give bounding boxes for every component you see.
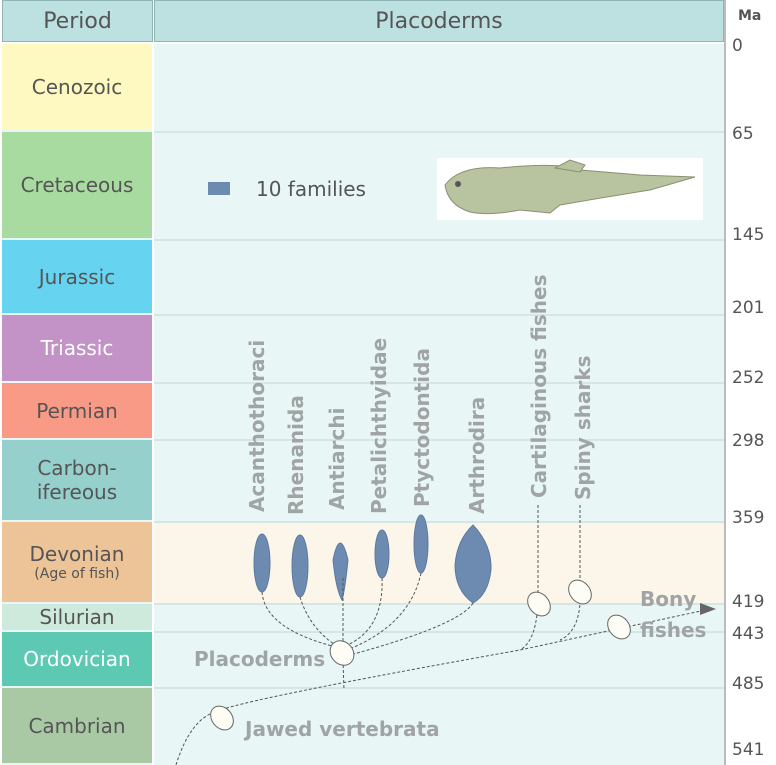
period-name: Cretaceous <box>20 173 134 197</box>
ma-label: 252 <box>732 368 765 388</box>
period-name: Ordovician <box>23 647 131 671</box>
acanthothoraci-blob <box>253 533 271 593</box>
legend-swatch <box>208 182 230 195</box>
ptyctodontida-blob <box>413 514 429 574</box>
dunkleosteus-illustration <box>437 158 703 220</box>
period-triassic: Triassic <box>2 315 152 383</box>
bony-fishes-label-1: Bony <box>640 587 696 611</box>
placoderms-header: Placoderms <box>154 0 724 42</box>
taxon-cartilaginous-fishes: Cartilaginous fishes <box>527 275 551 499</box>
ma-label: 298 <box>732 431 765 451</box>
bony-fishes-node <box>607 614 631 640</box>
rhenanida-blob <box>291 534 309 598</box>
period-name: Carbon- ifereous <box>36 456 118 504</box>
spiny-sharks-node <box>568 579 592 605</box>
period-silurian: Silurian <box>2 604 152 632</box>
period-name: Permian <box>36 398 118 423</box>
ma-header: Ma <box>738 8 762 24</box>
taxon-antiarchi: Antiarchi <box>325 408 349 510</box>
period-subtitle: (Age of fish) <box>34 565 120 582</box>
period-cretaceous: Cretaceous <box>2 132 152 240</box>
ma-label: 541 <box>732 740 765 760</box>
period-name: Devonian <box>29 541 125 566</box>
period-name: Cenozoic <box>31 75 123 99</box>
ma-label: 65 <box>732 124 754 144</box>
period-devonian: Devonian (Age of fish) <box>2 522 152 604</box>
ma-label: 145 <box>732 225 765 245</box>
petalichthyidae-blob <box>374 529 390 579</box>
period-name: Cambrian <box>28 713 126 738</box>
placoderms-label: Placoderms <box>194 647 325 671</box>
period-header: Period <box>2 0 153 42</box>
ma-label: 419 <box>732 592 765 612</box>
clade-nodes <box>210 579 631 731</box>
period-name: Triassic <box>40 336 114 360</box>
ma-label: 0 <box>732 36 743 56</box>
ma-axis <box>724 0 726 765</box>
period-name: Jurassic <box>38 264 116 289</box>
bony-fishes-label-2: fishes <box>640 618 706 642</box>
bony-fishes-arrow <box>700 603 716 615</box>
period-name: Silurian <box>39 605 115 629</box>
period-permian: Permian <box>2 383 152 440</box>
period-cenozoic: Cenozoic <box>2 44 152 132</box>
period-carbonifereous: Carbon- ifereous <box>2 440 152 522</box>
ma-label: 201 <box>732 298 765 318</box>
ma-label: 443 <box>732 624 765 644</box>
period-cambrian: Cambrian <box>2 688 152 765</box>
taxon-rhenanida: Rhenanida <box>284 395 308 515</box>
taxon-ptyctodontida: Ptyctodontida <box>410 348 434 507</box>
ma-label: 485 <box>732 674 765 694</box>
taxon-arthrodira: Arthrodira <box>465 397 489 514</box>
jawed-vertebrata-node <box>210 705 234 731</box>
placoderms-node <box>329 640 355 666</box>
taxon-spiny-sharks: Spiny sharks <box>571 355 595 500</box>
jawed-vertebrata-label: Jawed vertebrata <box>243 717 440 741</box>
ma-label: 359 <box>732 508 765 528</box>
devonian-band <box>154 522 724 604</box>
legend-label: 10 families <box>256 177 366 201</box>
cartilaginous-node <box>527 591 551 617</box>
antiarchi-blob <box>332 542 349 602</box>
period-ordovician: Ordovician <box>2 632 152 688</box>
taxon-acanthothoraci: Acanthothoraci <box>245 340 269 512</box>
taxon-petalichthyidae: Petalichthyidae <box>367 338 391 514</box>
taxon-labels: Acanthothoraci Rhenanida Antiarchi Petal… <box>194 275 706 742</box>
period-jurassic: Jurassic <box>2 240 152 315</box>
